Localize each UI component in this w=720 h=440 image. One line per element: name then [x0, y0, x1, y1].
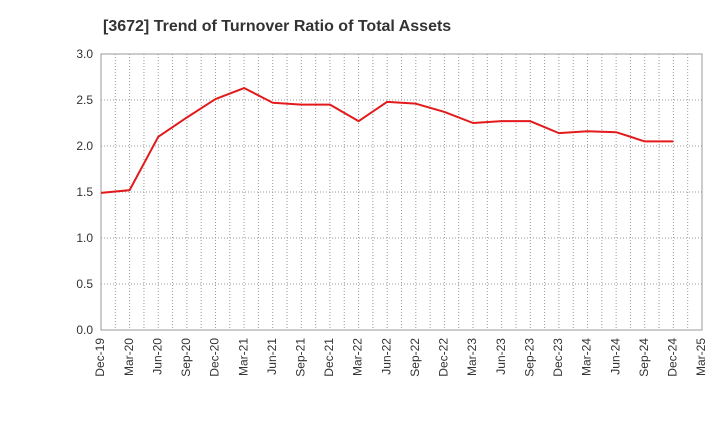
x-axis: Dec-19 Mar-20 Jun-20 Sep-20 Dec-20 Mar-21 Jun-… — [93, 338, 708, 377]
x-tick-label: Dec-19 — [93, 338, 107, 377]
x-tick-label: Sep-23 — [522, 338, 536, 377]
x-tick-label: Sep-20 — [179, 338, 193, 377]
series-line — [100, 87, 674, 194]
x-tick-label: Mar-20 — [122, 338, 136, 376]
x-tick-label: Jun-20 — [150, 338, 164, 375]
x-tick-label: Mar-25 — [694, 338, 708, 376]
x-tick-label: Jun-22 — [379, 338, 393, 375]
y-tick-label: 1.5 — [76, 185, 93, 199]
x-tick-label: Sep-24 — [637, 338, 651, 377]
x-tick-label: Mar-22 — [351, 338, 365, 376]
x-tick-label: Dec-20 — [208, 338, 222, 377]
y-axis: 0.0 0.5 1.0 1.5 2.0 2.5 3.0 — [76, 47, 93, 337]
chart-title: [3672] Trend of Turnover Ratio of Total … — [103, 18, 451, 35]
x-tick-label: Mar-21 — [236, 338, 250, 376]
x-tick-label: Sep-21 — [294, 338, 308, 377]
y-tick-label: 1.0 — [76, 231, 93, 245]
x-tick-label: Jun-23 — [494, 338, 508, 375]
x-tick-label: Sep-22 — [408, 338, 422, 377]
y-tick-label: 0.0 — [76, 323, 93, 337]
y-tick-label: 2.5 — [76, 93, 93, 107]
y-tick-label: 3.0 — [76, 47, 93, 61]
y-tick-label: 2.0 — [76, 139, 93, 153]
x-tick-label: Jun-24 — [608, 338, 622, 375]
x-tick-label: Jun-21 — [265, 338, 279, 375]
y-tick-label: 0.5 — [76, 277, 93, 291]
x-tick-label: Mar-23 — [465, 338, 479, 376]
grid — [101, 54, 702, 330]
x-tick-label: Mar-24 — [580, 338, 594, 376]
x-tick-label: Dec-21 — [322, 338, 336, 377]
x-tick-label: Dec-23 — [551, 338, 565, 377]
x-tick-label: Dec-22 — [437, 338, 451, 377]
x-tick-label: Dec-24 — [666, 338, 680, 377]
series-layer — [100, 87, 674, 194]
